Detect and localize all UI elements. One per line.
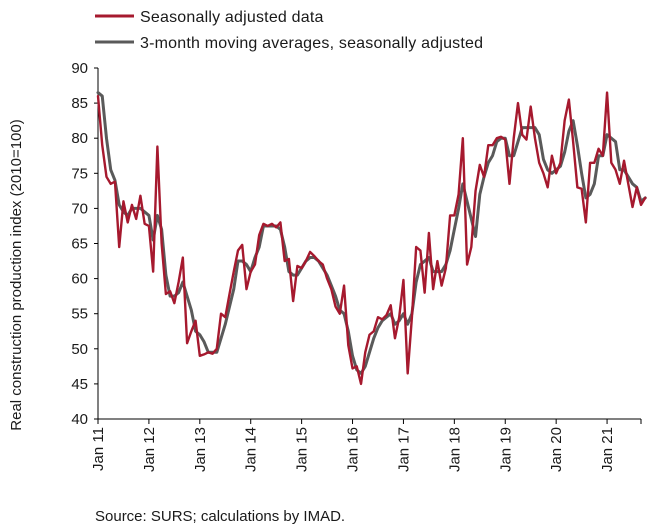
series-lines <box>96 91 647 386</box>
legend: Seasonally adjusted data 3-month moving … <box>95 9 483 52</box>
y-tick-label: 60 <box>71 271 88 288</box>
y-tick-label: 75 <box>71 165 88 182</box>
legend-label-moving-average: 3-month moving averages, seasonally adju… <box>140 35 483 52</box>
y-tick-label: 70 <box>71 200 88 217</box>
series-line-moving-average <box>96 91 647 375</box>
x-tick-label: Jan 11 <box>90 427 107 471</box>
x-tick-label: Jan 16 <box>345 427 362 472</box>
y-tick-label: 40 <box>71 411 88 428</box>
source-note: Source: SURS; calculations by IMAD. <box>95 508 345 525</box>
series-line-seasonally-adjusted <box>96 91 647 386</box>
y-tick-label: 90 <box>71 60 88 77</box>
x-tick-label: Jan 17 <box>395 427 412 472</box>
y-tick-label: 45 <box>71 376 88 393</box>
x-tick-label: Jan 20 <box>548 427 565 472</box>
y-tick-label: 55 <box>71 306 88 323</box>
y-tick-label: 50 <box>71 341 88 358</box>
x-tick-label: Jan 15 <box>294 427 311 472</box>
x-tick-label: Jan 21 <box>599 427 616 472</box>
y-tick-label: 65 <box>71 236 88 253</box>
x-tick-label: Jan 13 <box>192 427 209 472</box>
x-tick-label: Jan 18 <box>446 427 463 472</box>
y-axis-title: Real construction production index (2010… <box>8 119 25 430</box>
y-tick-label: 85 <box>71 95 88 112</box>
x-tick-label: Jan 19 <box>497 427 514 472</box>
x-axis: Jan 11 Jan 12 Jan 13 Jan 14 Jan 15 Jan 16 Jan … <box>90 418 642 472</box>
x-tick-label: Jan 14 <box>243 427 260 472</box>
legend-label-seasonally-adjusted: Seasonally adjusted data <box>140 9 324 26</box>
y-axis: 40 45 50 55 60 65 70 75 80 85 90 <box>71 60 99 428</box>
x-tick-label: Jan 12 <box>141 427 158 472</box>
y-tick-label: 80 <box>71 130 88 147</box>
